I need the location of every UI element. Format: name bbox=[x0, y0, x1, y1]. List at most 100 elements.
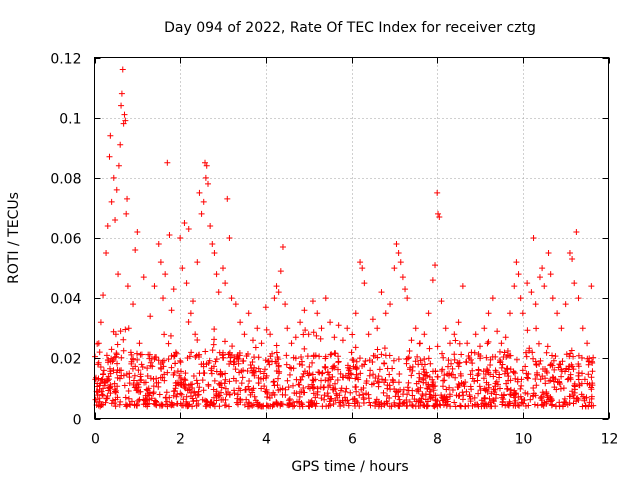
data-point bbox=[147, 313, 154, 320]
data-point bbox=[168, 307, 175, 314]
data-point bbox=[94, 340, 101, 347]
data-point bbox=[292, 355, 299, 362]
data-point bbox=[530, 385, 537, 392]
data-point bbox=[362, 357, 369, 364]
data-point bbox=[316, 353, 323, 360]
data-point bbox=[464, 340, 471, 347]
data-point bbox=[104, 222, 111, 229]
data-point bbox=[401, 399, 408, 406]
data-point bbox=[498, 364, 505, 371]
data-point bbox=[301, 368, 308, 375]
data-point bbox=[205, 180, 212, 187]
x-tick-label: 10 bbox=[515, 432, 533, 448]
data-point bbox=[190, 373, 197, 380]
data-point bbox=[305, 331, 312, 338]
data-point bbox=[222, 280, 229, 287]
y-axis-label: ROTI / TECUs bbox=[6, 192, 22, 284]
data-point bbox=[522, 363, 529, 370]
data-point bbox=[356, 403, 363, 410]
data-point bbox=[424, 385, 431, 392]
data-point bbox=[512, 390, 519, 397]
data-point bbox=[291, 402, 298, 409]
data-point bbox=[480, 375, 487, 382]
data-point bbox=[439, 366, 446, 373]
data-point bbox=[423, 369, 430, 376]
data-point bbox=[226, 378, 233, 385]
data-point bbox=[522, 349, 529, 356]
data-point bbox=[178, 381, 185, 388]
data-point bbox=[297, 376, 304, 383]
data-point bbox=[537, 394, 544, 401]
data-point bbox=[278, 401, 285, 408]
x-tick-labels: 0 2 4 6 8 10 12 bbox=[91, 432, 618, 448]
data-point bbox=[549, 362, 556, 369]
data-point bbox=[180, 396, 187, 403]
data-point bbox=[141, 397, 148, 404]
data-point bbox=[223, 402, 230, 409]
data-point bbox=[166, 231, 173, 238]
data-point bbox=[219, 352, 226, 359]
data-point bbox=[217, 389, 224, 396]
data-point bbox=[537, 376, 544, 383]
y-tick-label: 0.04 bbox=[50, 292, 81, 308]
data-point bbox=[98, 402, 105, 409]
data-point bbox=[192, 354, 199, 361]
data-point bbox=[444, 363, 451, 370]
data-point bbox=[187, 310, 194, 317]
data-point bbox=[395, 393, 402, 400]
data-point bbox=[107, 132, 114, 139]
data-point bbox=[305, 383, 312, 390]
data-point bbox=[551, 366, 558, 373]
data-point bbox=[114, 360, 121, 367]
data-point bbox=[245, 310, 252, 317]
data-point bbox=[230, 361, 237, 368]
data-point bbox=[200, 198, 207, 205]
data-point bbox=[299, 373, 306, 380]
data-point bbox=[164, 159, 171, 166]
data-point bbox=[328, 351, 335, 358]
data-point bbox=[130, 377, 137, 384]
data-point bbox=[126, 380, 133, 387]
data-point bbox=[232, 366, 239, 373]
data-point bbox=[125, 395, 132, 402]
data-point bbox=[255, 380, 262, 387]
data-point bbox=[92, 376, 99, 383]
data-point bbox=[443, 402, 450, 409]
data-point bbox=[260, 370, 267, 377]
data-point bbox=[477, 343, 483, 350]
data-point bbox=[249, 337, 256, 344]
data-point bbox=[255, 354, 262, 361]
data-point bbox=[563, 365, 570, 372]
data-point bbox=[432, 262, 439, 269]
data-point bbox=[286, 401, 293, 408]
data-point bbox=[235, 355, 242, 362]
data-point bbox=[356, 355, 363, 362]
data-point bbox=[408, 337, 415, 344]
data-point bbox=[532, 375, 539, 382]
data-point bbox=[149, 363, 156, 370]
data-point bbox=[220, 265, 226, 272]
data-point bbox=[131, 402, 138, 409]
data-point bbox=[159, 359, 166, 366]
data-point bbox=[556, 379, 563, 386]
data-point bbox=[471, 394, 478, 401]
data-point bbox=[449, 386, 456, 393]
data-point bbox=[243, 396, 250, 403]
data-point bbox=[412, 358, 419, 365]
data-point bbox=[326, 382, 333, 389]
data-point bbox=[190, 398, 197, 405]
data-point bbox=[299, 401, 306, 408]
data-point bbox=[543, 368, 550, 375]
data-point bbox=[545, 396, 552, 403]
data-point bbox=[409, 392, 416, 399]
data-point bbox=[249, 389, 256, 396]
data-point bbox=[182, 385, 189, 392]
data-point bbox=[415, 403, 422, 410]
data-point bbox=[111, 380, 118, 387]
data-point bbox=[353, 364, 360, 371]
axis-ticks bbox=[94, 57, 610, 420]
data-point bbox=[494, 328, 501, 335]
data-point bbox=[586, 381, 593, 388]
data-point bbox=[517, 385, 524, 392]
data-point bbox=[459, 389, 466, 396]
